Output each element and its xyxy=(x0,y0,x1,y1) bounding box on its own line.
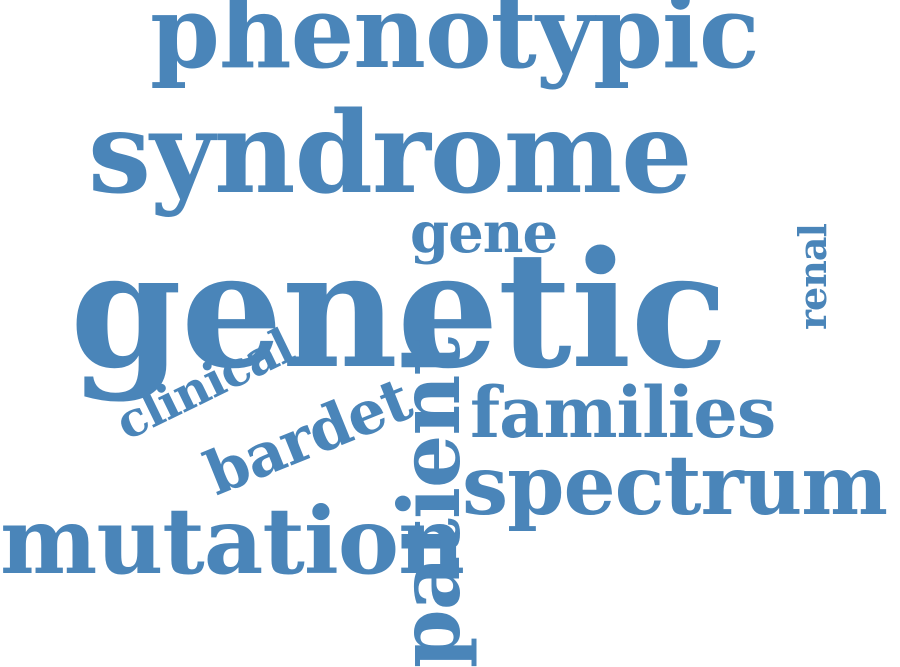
word-gene: gene xyxy=(410,200,558,266)
word-genetic: genetic xyxy=(70,216,728,404)
word-families: families xyxy=(470,371,776,454)
word-syndrome: syndrome xyxy=(88,88,692,219)
word-mutation: mutation xyxy=(0,487,465,595)
word-renal: renal xyxy=(790,224,835,330)
word-phenotypic: phenotypic xyxy=(150,0,760,91)
word-spectrum: spectrum xyxy=(462,438,888,534)
